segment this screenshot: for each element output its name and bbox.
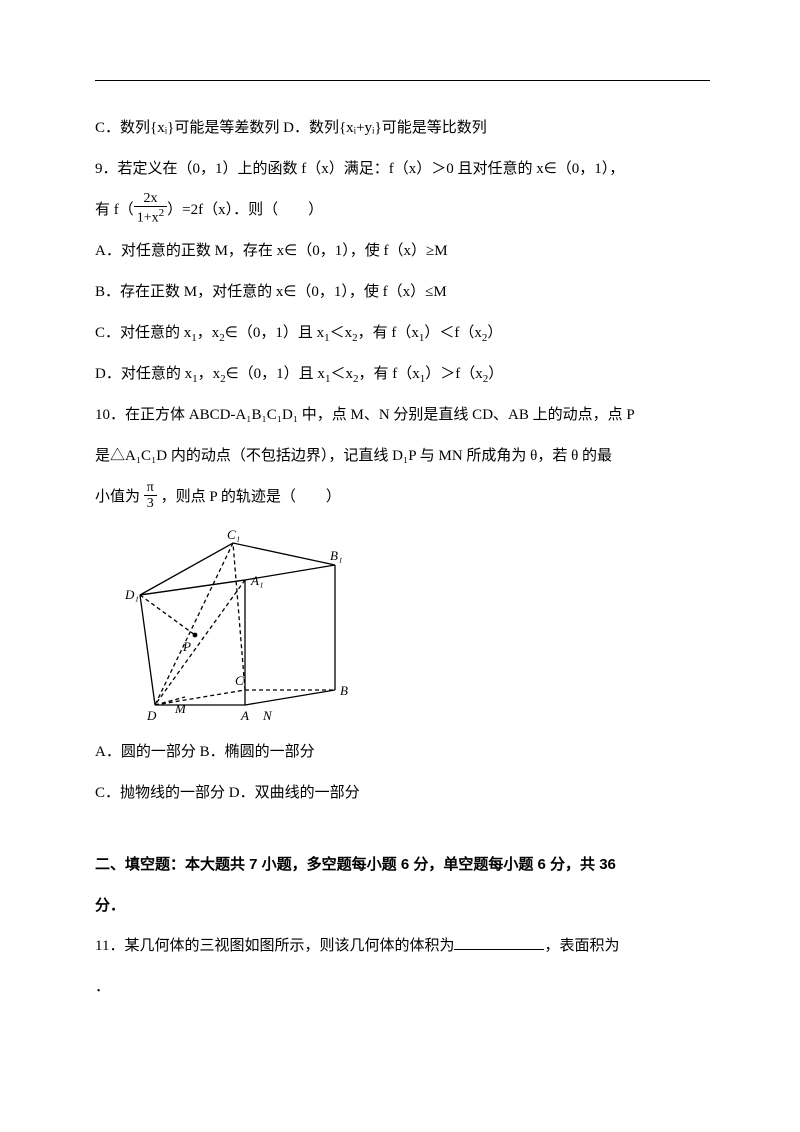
q9-option-c: C．对任意的 x1，x2∈（0，1）且 x1＜x2，有 f（x1）＜f（x2） (95, 314, 710, 353)
q9-option-a: A．对任意的正数 M，存在 x∈（0，1），使 f（x）≥M (95, 232, 710, 271)
label-b: B (340, 683, 348, 698)
option-c-d-prev-question: C．数列{xᵢ}可能是等差数列 D．数列{xᵢ+yᵢ}可能是等比数列 (95, 109, 710, 148)
q9-pre: 有 f（ (95, 202, 134, 218)
q11-stem: 11．某几何体的三视图如图所示，则该几何体的体积为，表面积为 (95, 927, 710, 966)
q9-post: ）=2f（x）．则（ ） (167, 202, 323, 218)
label-m: M (174, 701, 187, 716)
label-c1: C₁ (227, 527, 240, 542)
q10-option-cd: C．抛物线的一部分 D．双曲线的一部分 (95, 774, 710, 813)
label-a1: A₁ (250, 573, 263, 588)
q10-option-ab: A．圆的一部分 B．椭圆的一部分 (95, 733, 710, 772)
label-b1: B₁ (330, 548, 342, 563)
label-p: P (182, 639, 191, 654)
q10-fraction: π3 (144, 480, 157, 512)
q9-frac-den: 1+x2 (134, 207, 167, 226)
blank-volume (454, 934, 544, 951)
q9-stem-line1: 9．若定义在（0，1）上的函数 f（x）满足：f（x）＞0 且对任意的 x∈（0… (95, 150, 710, 189)
label-a: A (240, 708, 249, 723)
q9-frac-num: 2x (134, 191, 167, 207)
label-n: N (262, 708, 273, 723)
q9-option-b: B．存在正数 M，对任意的 x∈（0，1），使 f（x）≤M (95, 273, 710, 312)
label-c: C (235, 673, 244, 688)
cube-diagram: C₁ B₁ D₁ A₁ P C B M D A N (125, 525, 350, 725)
label-d: D (146, 708, 157, 723)
q10-stem-line1: 10．在正方体 ABCD-A₁B₁C₁D₁ 中，点 M、N 分别是直线 CD、A… (95, 396, 710, 435)
q10-stem-line2: 是△A₁C₁D 内的动点（不包括边界），记直线 D₁P 与 MN 所成角为 θ，… (95, 437, 710, 476)
section-2-title-line1: 二、填空题：本大题共 7 小题，多空题每小题 6 分，单空题每小题 6 分，共 … (95, 845, 710, 884)
q9-stem-line2: 有 f（2x1+x2）=2f（x）．则（ ） (95, 191, 710, 230)
q9-fraction: 2x1+x2 (134, 191, 167, 226)
q10-stem-line3: 小值为 π3 ，则点 P 的轨迹是（ ） (95, 478, 710, 517)
q9-option-d: D．对任意的 x1，x2∈（0，1）且 x1＜x2，有 f（x1）＞f（x2） (95, 355, 710, 394)
q11-end: ． (95, 968, 710, 1007)
label-d1: D₁ (125, 587, 139, 602)
section-2-title-line2: 分． (95, 886, 710, 925)
top-horizontal-rule (95, 80, 710, 81)
